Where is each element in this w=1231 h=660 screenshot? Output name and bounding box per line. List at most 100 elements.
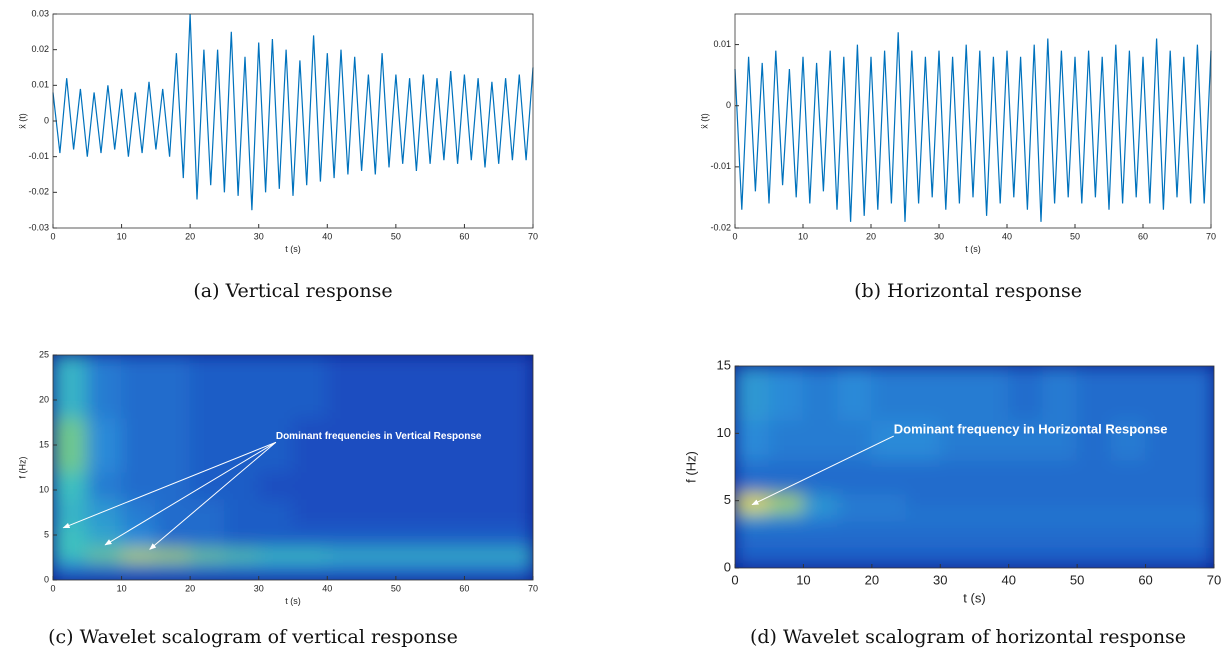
heatmap-cell <box>1110 520 1147 549</box>
heatmap-cell <box>223 417 260 473</box>
heatmap-cell <box>395 355 431 419</box>
y-tick-label: 0 <box>726 100 731 110</box>
heatmap-cell <box>429 417 465 473</box>
heatmap-cell <box>905 366 941 421</box>
y-axis-label: ẍ (t) <box>700 113 710 129</box>
heatmap-cell <box>1076 459 1112 495</box>
x-tick-label: 70 <box>528 583 538 593</box>
signal-line <box>734 32 1212 222</box>
heatmap-cell <box>86 548 123 563</box>
heatmap-cell <box>361 471 397 500</box>
heatmap-cell <box>1145 493 1181 512</box>
heatmap-cell <box>1008 547 1044 568</box>
heatmap-cell <box>871 366 907 421</box>
heatmap-cell <box>1076 520 1112 549</box>
heatmap-cell <box>498 548 533 563</box>
heatmap-cell <box>155 355 191 419</box>
x-tick-label: 20 <box>185 231 195 241</box>
caption: (c) Wavelet scalogram of vertical respon… <box>48 626 458 648</box>
heatmap-cell <box>1008 510 1044 522</box>
heatmap-cell <box>735 419 770 461</box>
x-tick-label: 50 <box>391 583 401 593</box>
heatmap-cell <box>735 366 770 421</box>
heatmap-cell <box>155 417 191 473</box>
x-tick-label: 0 <box>50 583 55 593</box>
heatmap-cell <box>1110 510 1147 522</box>
heatmap-cell <box>292 355 328 419</box>
heatmap <box>53 355 533 580</box>
heatmap-cell <box>735 510 770 522</box>
x-tick-label: 50 <box>1070 572 1084 587</box>
heatmap-cell <box>768 459 804 495</box>
heatmap-cell <box>871 493 907 512</box>
heatmap-cell <box>121 355 157 419</box>
heatmap-cell <box>498 498 533 527</box>
heatmap-cell <box>974 510 1010 522</box>
heatmap-cell <box>802 547 839 568</box>
heatmap-cell <box>1145 459 1181 495</box>
heatmap-cell <box>871 547 907 568</box>
heatmap-cell <box>86 417 123 473</box>
heatmap-cell <box>463 548 500 563</box>
heatmap-cell <box>361 548 397 563</box>
heatmap-cell <box>86 498 123 527</box>
heatmap-cell <box>223 498 260 527</box>
heatmap-cell <box>974 520 1010 549</box>
heatmap-cell <box>155 548 191 563</box>
heatmap-cell <box>1179 366 1214 421</box>
heatmap-cell <box>429 561 465 580</box>
heatmap-cell <box>463 471 500 500</box>
y-tick-label: 0.01 <box>31 80 49 90</box>
panel: 0 10 20 30 40 50 60 70 -0.02 -0.01 0 0.01 t (s) ẍ (t)… <box>700 13 1216 302</box>
heatmap-cell <box>86 525 123 549</box>
heatmap-cell <box>326 355 363 419</box>
heatmap-cell <box>498 417 533 473</box>
y-tick-label: -0.01 <box>710 161 731 171</box>
heatmap-cell <box>1179 493 1214 512</box>
x-tick-label: 60 <box>459 231 469 241</box>
axes-frame <box>734 365 1215 569</box>
heatmap-cell <box>802 366 839 421</box>
heatmap-cell <box>1042 493 1078 512</box>
y-tick-label: 10 <box>717 425 731 440</box>
heatmap-cells <box>53 355 533 580</box>
heatmap-cell <box>905 493 941 512</box>
heatmap-cell <box>189 417 225 473</box>
heatmap-cell <box>939 520 975 549</box>
heatmap-cell <box>1076 419 1112 461</box>
x-tick-label: 10 <box>796 572 810 587</box>
heatmap-cell <box>53 561 88 580</box>
annotation-arrow <box>149 441 277 550</box>
heatmap-cell <box>939 419 975 461</box>
x-tick-label: 70 <box>1206 231 1216 241</box>
heatmap-cell <box>1110 366 1147 421</box>
heatmap-cell <box>1145 547 1181 568</box>
heatmap-cell <box>1145 520 1181 549</box>
heatmap-cell <box>463 355 500 419</box>
annotation-arrow <box>751 435 894 506</box>
heatmap-cell <box>429 498 465 527</box>
y-tick-label: -0.01 <box>28 151 49 161</box>
panel: Dominant frequencies in Vertical Respons… <box>18 349 538 648</box>
heatmap-cell <box>1042 366 1078 421</box>
heatmap-cell <box>1008 419 1044 461</box>
heatmap-cell <box>53 548 88 563</box>
x-tick-label: 10 <box>117 231 127 241</box>
x-tick-label: 40 <box>322 231 332 241</box>
heatmap-cell <box>802 419 839 461</box>
x-tick-label: 10 <box>798 231 808 241</box>
heatmap-cell <box>189 525 225 549</box>
heatmap-cell <box>768 520 804 549</box>
x-tick-label: 20 <box>185 583 195 593</box>
heatmap-cells <box>735 366 1214 568</box>
heatmap-cell <box>1179 510 1214 522</box>
y-tick-label: 0.01 <box>713 39 731 49</box>
x-axis-label: t (s) <box>285 596 301 606</box>
x-tick-label: 40 <box>322 583 332 593</box>
heatmap-cell <box>939 547 975 568</box>
heatmap-cell <box>189 355 225 419</box>
heatmap-cell <box>463 498 500 527</box>
heatmap-cell <box>974 493 1010 512</box>
panel: 0 10 20 30 40 50 60 70 -0.03 -0.02 -0.01 0 0.01 0.02 0… <box>18 8 538 302</box>
